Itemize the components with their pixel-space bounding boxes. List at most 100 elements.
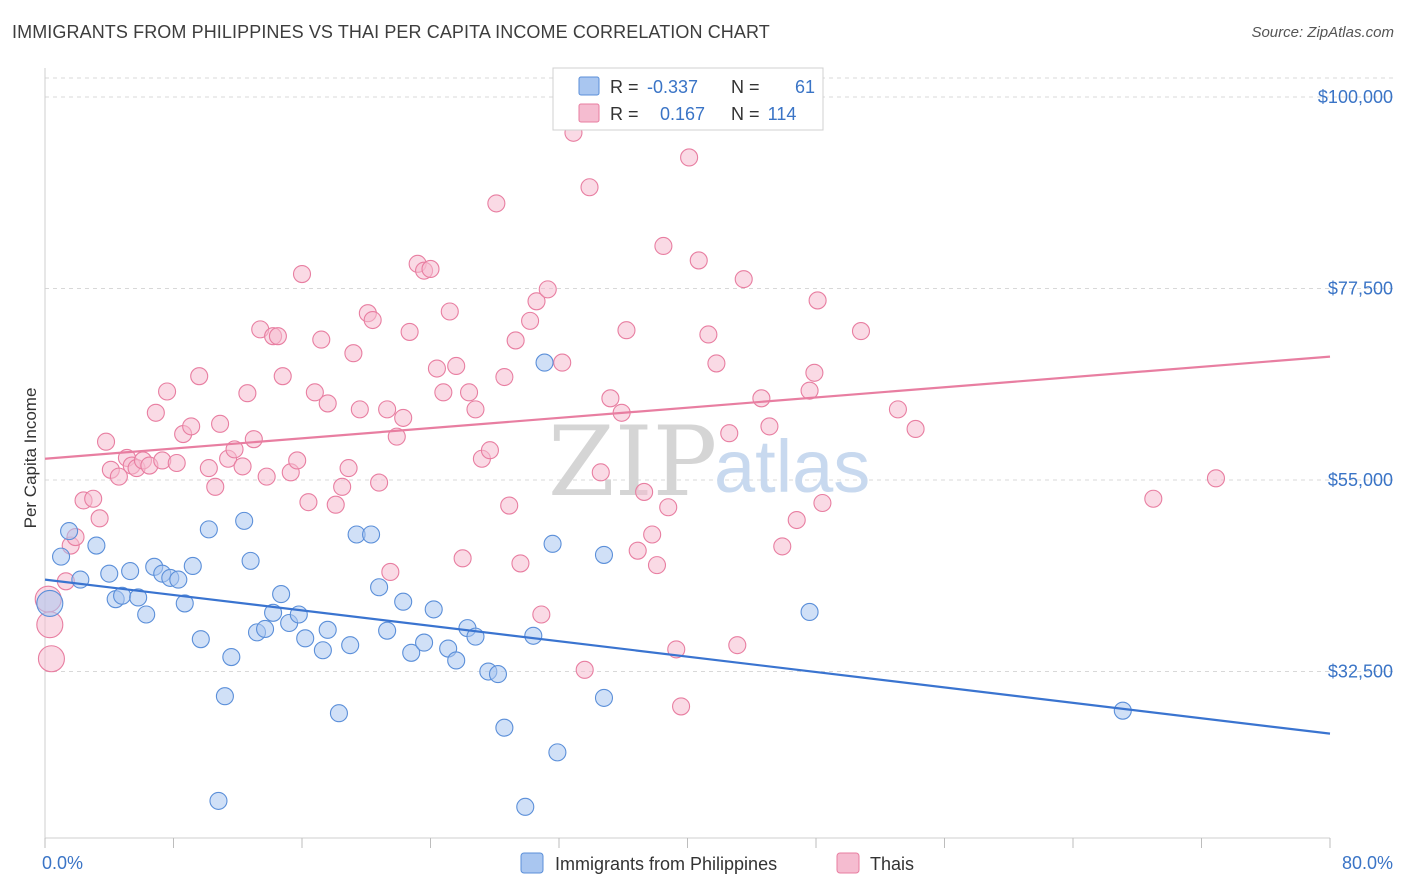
philippines-point <box>594 545 614 564</box>
thais-point <box>96 432 116 451</box>
series-legend-label-blue: Immigrants from Philippines <box>555 854 777 874</box>
legend-r-value-2: 0.167 <box>660 104 705 124</box>
philippines-point <box>362 525 381 544</box>
thais-point <box>421 259 440 278</box>
philippines-point <box>394 592 413 611</box>
thais-point <box>459 383 479 402</box>
thais-point <box>906 419 925 439</box>
philippines-point <box>256 619 275 639</box>
thais-point <box>206 477 225 496</box>
thais-point <box>773 537 792 556</box>
thais-trend-line <box>44 355 1331 460</box>
thais-point <box>447 356 466 376</box>
thais-point <box>635 482 654 501</box>
legend-n-label-1: N = <box>731 77 760 97</box>
thais-point <box>813 493 832 513</box>
thais-point <box>659 498 678 517</box>
philippines-point <box>488 665 508 684</box>
series-legend-swatch-blue <box>520 852 544 874</box>
thais-point <box>292 265 312 284</box>
thais-point <box>90 509 109 528</box>
thais-point <box>672 697 691 716</box>
thais-point <box>707 354 726 373</box>
philippines-point <box>296 629 315 648</box>
thais-point <box>628 541 647 560</box>
thais-point <box>734 270 753 289</box>
thais-point <box>728 636 747 655</box>
thais-point <box>225 440 244 459</box>
x-tick-label: 0.0% <box>42 853 83 873</box>
thais-point <box>538 280 557 299</box>
series-legend-swatch-pink <box>836 852 860 874</box>
philippines-point <box>370 578 389 597</box>
thais-point <box>381 562 400 581</box>
thais-point <box>453 549 472 568</box>
philippines-point <box>516 797 535 816</box>
watermark-zip: ZIP <box>548 406 717 518</box>
thais-point <box>333 477 352 496</box>
legend-n-value-1: 61 <box>795 77 815 97</box>
philippines-point <box>800 602 819 621</box>
philippines-point <box>535 353 554 372</box>
thais-point <box>434 383 453 402</box>
philippines-point <box>548 743 567 762</box>
thais-point <box>667 640 686 659</box>
source-label: Source: ZipAtlas.com <box>1251 24 1394 41</box>
thais-point <box>211 414 230 433</box>
thais-point <box>495 367 514 387</box>
thais-point <box>553 353 572 372</box>
philippines-point <box>447 651 466 670</box>
thais-point <box>466 400 485 419</box>
thais-point <box>800 381 819 400</box>
philippines-point <box>169 570 188 589</box>
thais-point <box>84 489 103 508</box>
thais-point <box>591 463 610 482</box>
philippines-point <box>183 556 202 576</box>
thais-point <box>350 400 369 419</box>
thais-point <box>233 457 252 476</box>
series-legend: Immigrants from Philippines Thais <box>520 852 914 874</box>
thais-point <box>699 325 718 344</box>
philippines-point <box>495 718 514 737</box>
thais-point <box>440 302 459 321</box>
thais-point <box>500 496 519 515</box>
thais-point <box>344 344 363 363</box>
philippines-point <box>121 562 140 581</box>
y-axis-label: Per Capita Income <box>21 388 40 529</box>
legend-r-value-1: -0.337 <box>647 77 698 97</box>
thais-point <box>190 367 209 386</box>
thais-point <box>339 459 358 478</box>
thais-point <box>199 459 218 478</box>
philippines-point <box>272 585 291 604</box>
thais-point <box>1206 469 1226 488</box>
thais-point <box>680 148 699 167</box>
thais-point <box>527 292 546 311</box>
philippines-point <box>1113 701 1132 720</box>
thais-point <box>312 330 331 349</box>
philippines-point <box>424 600 443 619</box>
legend-r-label-1: R = <box>610 77 639 97</box>
legend-swatch-pink <box>578 103 600 123</box>
thais-point <box>532 605 551 624</box>
y-tick-label: $55,000 <box>1328 470 1393 490</box>
legend-swatch-blue <box>578 76 600 96</box>
philippines-point <box>241 551 260 570</box>
thais-point <box>575 660 594 679</box>
philippines-point <box>594 688 614 707</box>
philippines-point <box>137 605 156 624</box>
thais-point <box>363 310 382 330</box>
thais-point <box>288 451 307 470</box>
thais-point <box>146 403 165 422</box>
thais-point <box>244 430 263 449</box>
thais-point <box>521 311 540 330</box>
thais-point <box>378 400 397 419</box>
thais-point <box>1144 489 1163 508</box>
philippines-point <box>329 704 348 723</box>
philippines-point <box>215 687 234 706</box>
thais-point <box>394 408 413 427</box>
thais-point <box>182 417 201 436</box>
philippines-point <box>524 626 543 645</box>
legend-n-label-2: N = <box>731 104 760 124</box>
philippines-point <box>209 791 228 810</box>
